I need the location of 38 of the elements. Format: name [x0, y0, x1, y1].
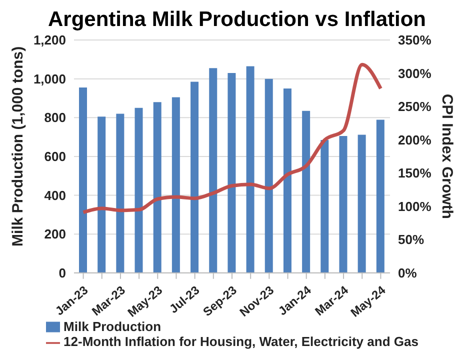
y-tick-label: 600 — [44, 149, 66, 164]
y2-tick-label: 150% — [398, 166, 432, 181]
y-tick-label: 200 — [44, 226, 66, 242]
y-tick-label: 1,200 — [33, 32, 66, 48]
legend-label: 12-Month Inflation for Housing, Water, Electricity and Gas — [64, 334, 418, 350]
y2-tick-label: 100% — [398, 198, 432, 214]
bar — [98, 116, 106, 273]
bar — [283, 88, 292, 273]
bar — [246, 66, 254, 273]
y-tick-label: 1,000 — [33, 71, 66, 86]
bar — [264, 78, 273, 273]
bar — [153, 102, 162, 273]
bar — [358, 134, 366, 273]
y2-tick-label: 250% — [398, 99, 432, 114]
y2-axis-title: CPI Index Growth — [438, 94, 456, 219]
y2-tick-label: 300% — [398, 66, 432, 81]
y2-tick-label: 0% — [398, 265, 418, 280]
y2-tick-label: 50% — [398, 232, 424, 248]
bar — [134, 108, 143, 273]
y-tick-label: 800 — [44, 110, 66, 126]
bar — [302, 110, 310, 273]
chart-title: Argentina Milk Production vs Inflation — [46, 8, 428, 32]
legend-label: Milk Production — [64, 318, 162, 334]
bar — [209, 68, 218, 273]
y-axis-title: Milk Production (1,000 tons) — [9, 46, 26, 246]
y2-tick-label: 200% — [398, 132, 432, 148]
line-series — [82, 62, 382, 214]
bar — [172, 97, 180, 273]
y-tick-label: 0 — [58, 265, 66, 280]
bar — [228, 72, 236, 273]
bar — [190, 82, 199, 273]
bar — [339, 136, 348, 273]
bar — [376, 120, 384, 273]
bar — [79, 88, 87, 273]
y-tick-label: 400 — [44, 188, 66, 203]
y2-tick-label: 350% — [398, 32, 432, 48]
bar — [116, 114, 124, 273]
bar — [320, 140, 329, 273]
